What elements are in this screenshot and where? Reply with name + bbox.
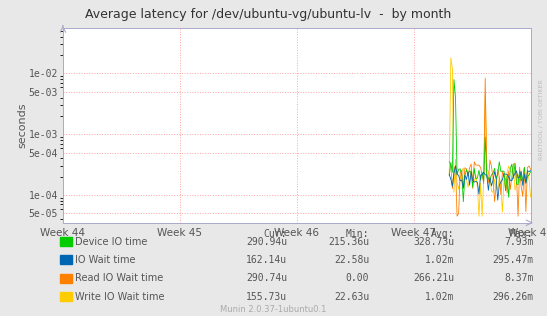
Text: 215.36u: 215.36u: [328, 237, 369, 247]
Text: 22.58u: 22.58u: [334, 255, 369, 265]
Text: 295.47m: 295.47m: [492, 255, 533, 265]
Text: 290.94u: 290.94u: [246, 237, 287, 247]
Text: 328.73u: 328.73u: [413, 237, 454, 247]
Text: Munin 2.0.37-1ubuntu0.1: Munin 2.0.37-1ubuntu0.1: [220, 306, 327, 314]
Text: Average latency for /dev/ubuntu-vg/ubuntu-lv  -  by month: Average latency for /dev/ubuntu-vg/ubunt…: [85, 8, 451, 21]
Text: Device IO time: Device IO time: [75, 237, 147, 247]
Text: 0.00: 0.00: [346, 273, 369, 283]
Text: 22.63u: 22.63u: [334, 292, 369, 302]
Text: Cur:: Cur:: [264, 229, 287, 239]
Text: RRDTOOL / TOBI OETIKER: RRDTOOL / TOBI OETIKER: [538, 80, 543, 161]
Text: IO Wait time: IO Wait time: [75, 255, 136, 265]
Text: 1.02m: 1.02m: [424, 255, 454, 265]
Text: Avg:: Avg:: [430, 229, 454, 239]
Text: 155.73u: 155.73u: [246, 292, 287, 302]
Text: 290.74u: 290.74u: [246, 273, 287, 283]
Text: 7.93m: 7.93m: [504, 237, 533, 247]
Text: 162.14u: 162.14u: [246, 255, 287, 265]
Text: Min:: Min:: [346, 229, 369, 239]
Text: Write IO Wait time: Write IO Wait time: [75, 292, 165, 302]
Y-axis label: seconds: seconds: [18, 103, 27, 148]
Text: 266.21u: 266.21u: [413, 273, 454, 283]
Text: Read IO Wait time: Read IO Wait time: [75, 273, 163, 283]
Text: 1.02m: 1.02m: [424, 292, 454, 302]
Text: 296.26m: 296.26m: [492, 292, 533, 302]
Text: 8.37m: 8.37m: [504, 273, 533, 283]
Text: Max:: Max:: [510, 229, 533, 239]
